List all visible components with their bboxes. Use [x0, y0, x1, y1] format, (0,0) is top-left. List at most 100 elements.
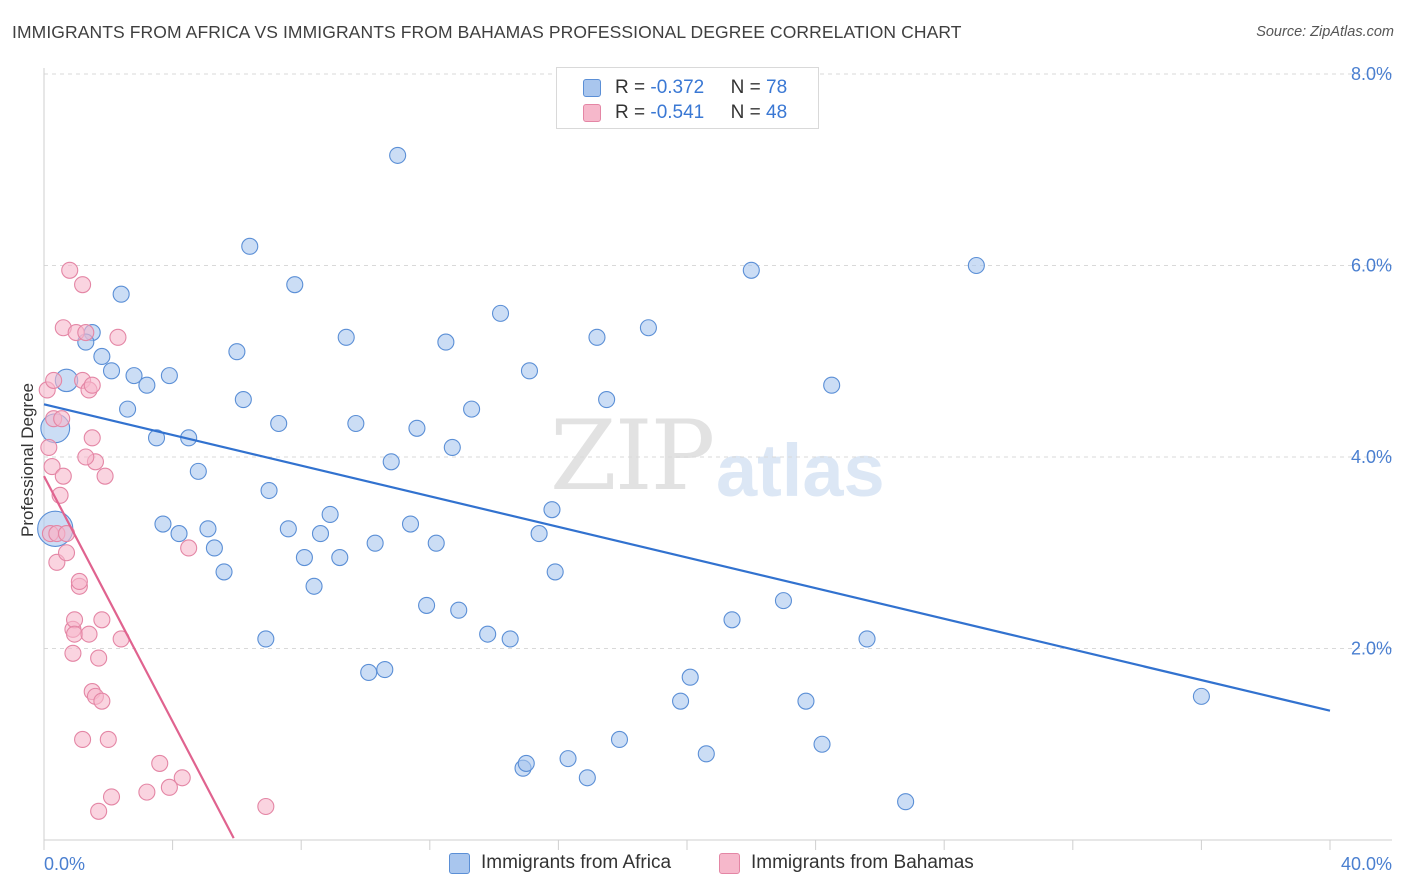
- africa-legend-label: Immigrants from Africa: [481, 852, 672, 873]
- bahamas-point: [43, 458, 61, 476]
- bahamas-point: [74, 730, 92, 749]
- x-tick-label-min: 0.0%: [44, 854, 85, 874]
- africa-point: [170, 525, 188, 543]
- bahamas-point: [61, 261, 79, 279]
- africa-point: [347, 414, 365, 433]
- africa-legend-swatch: [449, 853, 470, 874]
- bahamas-point: [138, 783, 156, 801]
- africa-point: [797, 692, 815, 710]
- africa-point: [543, 501, 561, 519]
- bahamas-swatch: [583, 104, 601, 122]
- bahamas-point: [53, 410, 71, 428]
- africa-point: [774, 592, 793, 610]
- bahamas-point: [54, 467, 72, 485]
- africa-point: [437, 333, 455, 351]
- africa-point: [376, 661, 394, 679]
- africa-trend-line: [43, 403, 1331, 712]
- africa-point: [205, 539, 223, 557]
- bahamas-point: [99, 730, 117, 749]
- africa-point: [639, 319, 657, 337]
- africa-point: [360, 663, 378, 681]
- africa-point: [112, 285, 130, 303]
- y-tick-label: 8.0%: [1351, 64, 1392, 84]
- bahamas-legend-swatch: [719, 853, 740, 874]
- africa-point: [160, 367, 178, 385]
- bahamas-point: [180, 539, 198, 557]
- africa-point: [501, 630, 519, 648]
- africa-point: [588, 328, 606, 346]
- bahamas-n-label: N =: [730, 102, 767, 123]
- africa-point: [279, 520, 297, 538]
- bahamas-point: [80, 625, 98, 643]
- africa-point: [102, 362, 121, 380]
- tick-labels: 2.0% 4.0% 6.0% 8.0% 0.0% 40.0%: [44, 64, 1392, 874]
- africa-point: [241, 237, 259, 255]
- africa-point: [408, 419, 426, 437]
- africa-point: [337, 328, 355, 346]
- watermark-atlas: atlas: [716, 429, 885, 512]
- africa-swatch: [583, 79, 601, 97]
- bahamas-point: [257, 797, 275, 816]
- africa-point: [813, 735, 831, 753]
- africa-point: [199, 520, 217, 538]
- africa-point: [270, 414, 288, 433]
- bahamas-point: [40, 438, 58, 456]
- series-africa-points: [37, 146, 1210, 811]
- africa-point: [598, 390, 616, 409]
- bahamas-trend-line: [43, 475, 235, 839]
- bahamas-r-label: R =: [615, 102, 651, 123]
- africa-point: [401, 515, 420, 533]
- bahamas-point: [77, 323, 95, 342]
- africa-point: [119, 400, 137, 418]
- bahamas-n-value: 48: [766, 102, 788, 123]
- bahamas-point: [65, 625, 84, 643]
- trend-lines: [43, 403, 1331, 839]
- africa-point: [93, 347, 111, 366]
- watermark-zip: ZIP: [550, 400, 715, 512]
- bahamas-point: [77, 448, 95, 466]
- africa-point: [443, 438, 461, 456]
- africa-point: [530, 525, 548, 543]
- africa-n-label: N =: [730, 77, 767, 98]
- africa-point: [520, 362, 539, 380]
- africa-point: [286, 276, 304, 294]
- source-credit: Source: ZipAtlas.com: [1256, 24, 1394, 40]
- bahamas-point: [96, 467, 114, 485]
- africa-point: [823, 376, 841, 394]
- bahamas-point: [83, 376, 101, 394]
- bahamas-point: [102, 788, 121, 806]
- africa-point: [517, 754, 535, 772]
- africa-point: [147, 429, 166, 447]
- africa-point: [697, 745, 715, 763]
- y-axis-label: Professional Degree: [18, 383, 37, 537]
- africa-r-label: R =: [615, 77, 651, 98]
- africa-point: [450, 601, 468, 619]
- africa-point: [967, 256, 985, 275]
- africa-point: [418, 596, 436, 614]
- africa-point: [321, 505, 339, 524]
- africa-point: [742, 261, 760, 279]
- bahamas-r-value: -0.541: [650, 102, 705, 123]
- africa-point: [228, 343, 246, 361]
- africa-point: [427, 534, 445, 552]
- africa-point: [858, 630, 876, 648]
- bahamas-point: [151, 754, 169, 772]
- africa-point: [723, 611, 741, 629]
- bahamas-point: [109, 328, 127, 346]
- bahamas-point: [93, 611, 111, 629]
- y-tick-label: 6.0%: [1351, 256, 1392, 276]
- africa-point: [897, 793, 915, 811]
- africa-point: [154, 515, 172, 533]
- africa-point: [491, 304, 510, 322]
- bahamas-point: [45, 371, 63, 389]
- africa-point: [331, 548, 349, 567]
- y-tick-label: 4.0%: [1351, 447, 1392, 467]
- africa-point: [215, 563, 233, 581]
- bahamas-point: [74, 276, 92, 294]
- africa-point: [610, 730, 629, 749]
- africa-point: [311, 525, 330, 543]
- africa-point: [382, 453, 400, 471]
- bahamas-point: [90, 802, 108, 820]
- bahamas-point: [90, 649, 108, 667]
